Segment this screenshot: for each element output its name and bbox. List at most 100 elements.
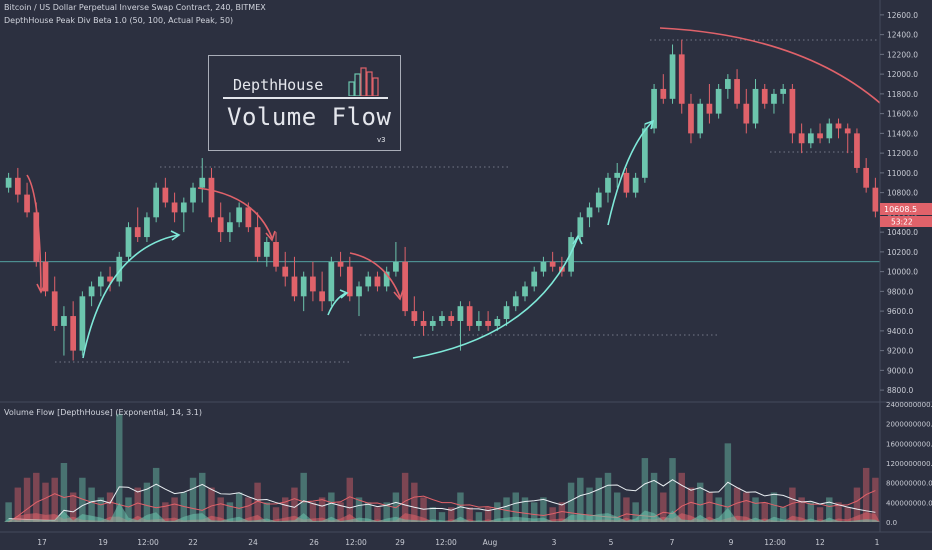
volume-bar: [318, 497, 326, 522]
volume-bar: [475, 512, 483, 522]
price-tick-label: 12200.0: [887, 50, 918, 59]
trend-arrows: [26, 27, 881, 359]
volume-tick-label: 400000000.0: [886, 499, 932, 507]
price-tick-label: 9200.0: [887, 347, 913, 356]
price-badges: 10608.5 53:22: [880, 203, 932, 227]
volume-bar: [401, 472, 409, 522]
time-tick-label: 3: [552, 538, 557, 547]
candle-body: [715, 88, 722, 114]
volume-bar: [300, 472, 307, 522]
candle-body: [144, 217, 150, 238]
up-arrow: [607, 121, 653, 226]
up-arrow-head: [572, 234, 583, 245]
volume-bar: [872, 477, 879, 522]
candle-body: [706, 103, 713, 114]
candle-body: [826, 123, 833, 139]
symbol-title: Bitcoin / US Dollar Perpetual Inverse Sw…: [4, 3, 266, 12]
volume-bar: [779, 507, 787, 522]
last-price-badge: 10608.5: [884, 205, 917, 214]
volume-bar: [208, 487, 215, 522]
volume-bar: [411, 482, 418, 522]
volume-bar: [199, 472, 206, 522]
logo-divider: [223, 97, 388, 99]
candle-body: [724, 79, 731, 89]
candle-body: [291, 276, 298, 297]
price-tick-label: 9800.0: [887, 287, 913, 296]
price-tick-label: 9600.0: [887, 307, 913, 316]
time-tick-label: 5: [609, 538, 614, 547]
volume-bar: [134, 487, 141, 522]
volume-bar: [816, 507, 824, 522]
candle-body: [789, 88, 796, 134]
volume-bar: [632, 502, 639, 522]
candle-body: [761, 88, 768, 104]
volume-bar: [641, 458, 649, 522]
volume-bar: [835, 502, 842, 522]
volume-bar: [171, 497, 178, 522]
candle-body: [605, 177, 611, 193]
candle-body: [134, 227, 141, 238]
candle-body: [236, 207, 242, 223]
volume-bar: [152, 467, 160, 522]
volume-bar: [5, 502, 12, 522]
candle-body: [51, 291, 58, 326]
candle-body: [623, 172, 630, 193]
volume-bar: [97, 497, 105, 522]
candle-body: [798, 133, 805, 144]
volume-bar: [761, 502, 768, 522]
time-tick-label: 12:00: [137, 538, 159, 547]
volume-bar: [623, 497, 630, 522]
candle-body: [319, 291, 325, 302]
candle-body: [835, 123, 842, 129]
volume-bar: [309, 502, 317, 522]
volume-bar: [706, 492, 713, 522]
volume-bar: [549, 507, 556, 522]
volume-bar: [88, 487, 95, 522]
candle-body: [531, 271, 538, 287]
volume-bar: [586, 487, 593, 522]
volume-bar: [494, 502, 501, 522]
candle-body: [485, 321, 491, 326]
volume-bar: [613, 492, 621, 522]
volume-bar: [844, 507, 851, 522]
volume-bar: [429, 507, 437, 522]
volume-bar: [521, 497, 529, 522]
volume-bar: [438, 512, 446, 522]
candle-body: [872, 187, 879, 212]
down-arrow: [349, 252, 401, 298]
volume-bar: [14, 487, 22, 522]
volume-bar: [447, 507, 455, 522]
candle-body: [688, 103, 694, 134]
price-tick-label: 12600.0: [887, 11, 918, 20]
candle-body: [669, 54, 676, 99]
volume-bar: [60, 463, 68, 522]
volume-bars: [5, 413, 879, 522]
candle-body: [346, 266, 353, 297]
candle-body: [190, 187, 196, 203]
price-tick-label: 11000.0: [887, 169, 918, 178]
time-tick-label: 1: [875, 538, 880, 547]
candle-body: [245, 207, 252, 228]
logo-bars-icon: [348, 67, 379, 96]
price-candles: [5, 39, 879, 361]
volume-bar: [577, 477, 584, 522]
candle-body: [780, 88, 787, 94]
candle-body: [678, 54, 685, 104]
candle-body: [300, 276, 307, 297]
volume-bar: [678, 472, 685, 522]
volume-bar: [189, 477, 197, 522]
time-tick-label: 12: [815, 538, 825, 547]
candle-body: [854, 133, 860, 168]
up-arrow: [327, 292, 347, 316]
candle-body: [97, 276, 104, 287]
volume-bar: [337, 502, 344, 522]
volume-flow-lines: [4, 479, 880, 523]
buy-flow-area: [4, 502, 880, 522]
indicator-title: DepthHouse Peak Div Beta 1.0 (50, 100, A…: [4, 16, 234, 25]
candle-body: [263, 242, 270, 257]
volume-bar: [798, 497, 805, 522]
volume-bar: [789, 487, 796, 522]
volume-bar: [116, 413, 123, 522]
candle-body: [273, 242, 279, 267]
